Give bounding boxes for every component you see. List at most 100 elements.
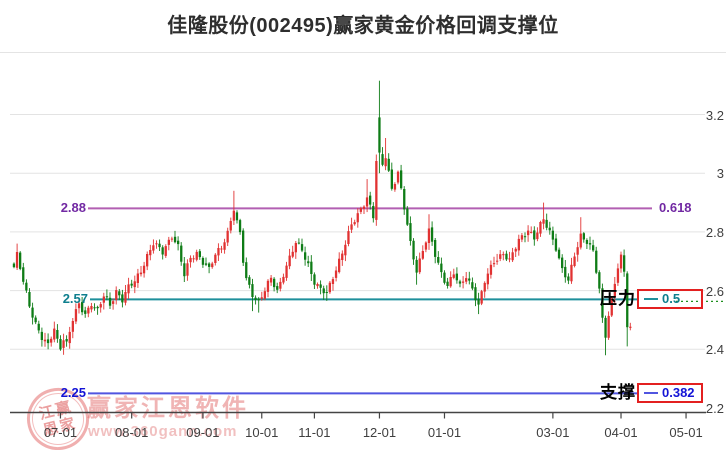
- candle-body: [186, 263, 189, 276]
- candle-body: [183, 263, 186, 277]
- candle-body: [238, 220, 242, 233]
- candle-body: [204, 263, 208, 265]
- watermark-site-url: www.360gann.com: [88, 423, 238, 440]
- candle-body: [372, 206, 375, 219]
- candle-body: [59, 339, 62, 350]
- candle-body: [350, 224, 353, 230]
- candle-body: [288, 255, 291, 267]
- candle-body: [424, 242, 428, 250]
- candle-body: [50, 338, 53, 343]
- candle-body: [471, 282, 474, 289]
- candle-body: [251, 284, 254, 297]
- candle-body: [96, 306, 99, 309]
- candle-body: [406, 208, 409, 225]
- candle-body: [334, 270, 338, 278]
- candle-body: [310, 261, 313, 274]
- candle-body: [496, 260, 499, 262]
- candle-body: [248, 277, 251, 285]
- candle-body: [164, 246, 167, 256]
- candle-body: [551, 230, 554, 240]
- candle-body: [344, 244, 347, 256]
- time-axis-line: [10, 411, 706, 419]
- candle-body: [328, 282, 331, 293]
- time-axis-tick-label: 11-01: [298, 425, 331, 440]
- candle-body: [449, 277, 452, 287]
- candle-body: [446, 281, 449, 286]
- candle-body: [173, 236, 177, 243]
- candle-body: [511, 252, 514, 261]
- candle-body: [465, 278, 468, 282]
- price-axis-tick-label: 2.2: [705, 401, 724, 416]
- candle-body: [217, 248, 220, 256]
- candle-body: [108, 297, 112, 306]
- candle-body: [455, 273, 458, 281]
- candle-body: [37, 323, 40, 331]
- time-axis-tick-label: 04-01: [604, 425, 638, 440]
- candle-body: [177, 240, 180, 245]
- candle-body: [71, 321, 74, 332]
- candle-body: [557, 249, 561, 259]
- candle-body: [124, 292, 127, 303]
- candle-body: [22, 267, 25, 282]
- candle-body: [629, 326, 632, 328]
- candle-body: [180, 245, 183, 262]
- candle-body: [598, 272, 601, 289]
- price-axis-tick-label: 2.8: [705, 224, 724, 240]
- candle-body: [508, 258, 511, 260]
- candle-body: [579, 233, 582, 248]
- candle-body: [418, 258, 421, 273]
- watermark-brand-text: 赢家江恩软件: [87, 395, 249, 422]
- candle-body: [542, 219, 545, 224]
- candle-body: [365, 197, 369, 207]
- candle-body: [136, 273, 139, 283]
- candle-body: [452, 274, 455, 278]
- candle-body: [46, 339, 50, 344]
- candle-body: [533, 230, 536, 240]
- candle-body: [570, 264, 573, 282]
- candle-body: [458, 281, 462, 284]
- candle-body: [319, 284, 322, 288]
- candle-body: [610, 298, 613, 316]
- price-axis-tick-label: 2.4: [705, 342, 724, 358]
- candle-body: [369, 195, 372, 205]
- candle-body: [12, 263, 16, 268]
- candle-body: [285, 265, 288, 278]
- candle-body: [266, 280, 270, 292]
- candle-body: [322, 288, 325, 294]
- candle-body: [142, 265, 146, 274]
- candle-body: [34, 317, 37, 323]
- candle-body: [623, 255, 626, 272]
- candle-body: [294, 243, 297, 253]
- candle-body: [347, 231, 350, 244]
- candle-body: [211, 263, 214, 268]
- candle-body: [325, 292, 328, 293]
- candle-body: [384, 158, 387, 167]
- candle-body: [483, 282, 486, 292]
- candle-body: [520, 235, 524, 240]
- candle-body: [412, 240, 415, 260]
- candle-body: [198, 251, 201, 258]
- candle-body: [356, 213, 359, 223]
- candle-body: [489, 264, 493, 275]
- time-axis-tick-label: 12-01: [362, 425, 397, 440]
- candle-body: [474, 287, 477, 301]
- candle-body: [62, 340, 65, 348]
- candle-body: [378, 117, 381, 153]
- candle-body: [400, 170, 403, 189]
- candle-body: [28, 292, 31, 307]
- time-axis-tick-label: 07-01: [43, 425, 78, 440]
- candle-body: [545, 219, 548, 228]
- fib-382-price-label: 2.25: [60, 385, 86, 401]
- candle-body: [99, 304, 102, 308]
- candle-body: [387, 158, 390, 171]
- candle-body: [499, 254, 502, 259]
- candle-body: [585, 240, 589, 244]
- candle-body: [223, 242, 226, 250]
- candle-body: [115, 290, 118, 300]
- candle-body: [195, 251, 198, 260]
- candle-body: [254, 297, 257, 300]
- candle-body: [127, 284, 130, 294]
- fib-382-line-dash: [644, 392, 658, 395]
- candle-body: [229, 221, 232, 231]
- candle-body: [338, 258, 341, 273]
